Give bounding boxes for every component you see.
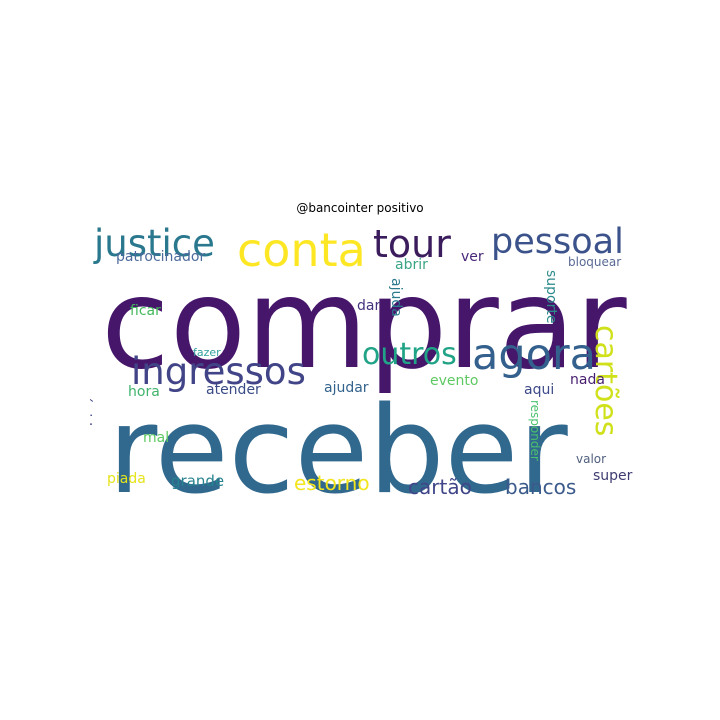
word-agora: agora xyxy=(472,330,596,380)
word-valor: valor xyxy=(576,452,607,466)
word-ajuda: ajuda xyxy=(388,278,404,317)
word-abrir: abrir xyxy=(395,257,428,273)
word-ajudar: ajudar xyxy=(324,380,369,396)
word-justice: justice xyxy=(94,222,215,265)
word-conta: conta xyxy=(237,223,366,277)
word-bloquear: bloquear xyxy=(568,255,622,269)
word-aqui: aqui xyxy=(524,382,555,398)
word-cartão: cartão xyxy=(408,475,472,499)
word-mal: mal xyxy=(143,430,170,446)
figure-title: @bancointer positivo xyxy=(296,201,424,215)
word-hora: hora xyxy=(128,384,160,400)
word-atender: atender xyxy=(206,382,261,398)
word-bancos: bancos xyxy=(505,475,577,499)
word-piada: piada xyxy=(107,471,146,487)
word-grande: grande xyxy=(171,472,225,490)
word-tour: tour xyxy=(373,222,451,266)
word-nada: nada xyxy=(570,372,605,388)
word-dar: dar xyxy=(357,298,381,314)
word-suporte: suporte xyxy=(543,270,559,324)
word-receber: receber xyxy=(108,382,568,503)
word-ver: ver xyxy=(461,249,484,265)
word-ingressos: ingressos xyxy=(131,350,306,393)
word-fazer: fazer xyxy=(193,346,221,359)
word-patrocinador: patrocinador xyxy=(116,249,206,265)
wordcloud: comprar receber conta agora justice tour pesso… xyxy=(90,222,648,503)
word-estorno: estorno xyxy=(294,471,370,495)
word-pessoal: pessoal xyxy=(491,222,624,262)
word-ficar: ficar xyxy=(130,303,161,319)
word-rápido: rápido xyxy=(90,390,93,435)
word-super: super xyxy=(593,468,633,484)
word-comprar: comprar xyxy=(101,252,627,397)
word-outros: outros xyxy=(362,337,457,372)
word-evento: evento xyxy=(430,373,479,389)
word-responder: responder xyxy=(528,400,542,461)
